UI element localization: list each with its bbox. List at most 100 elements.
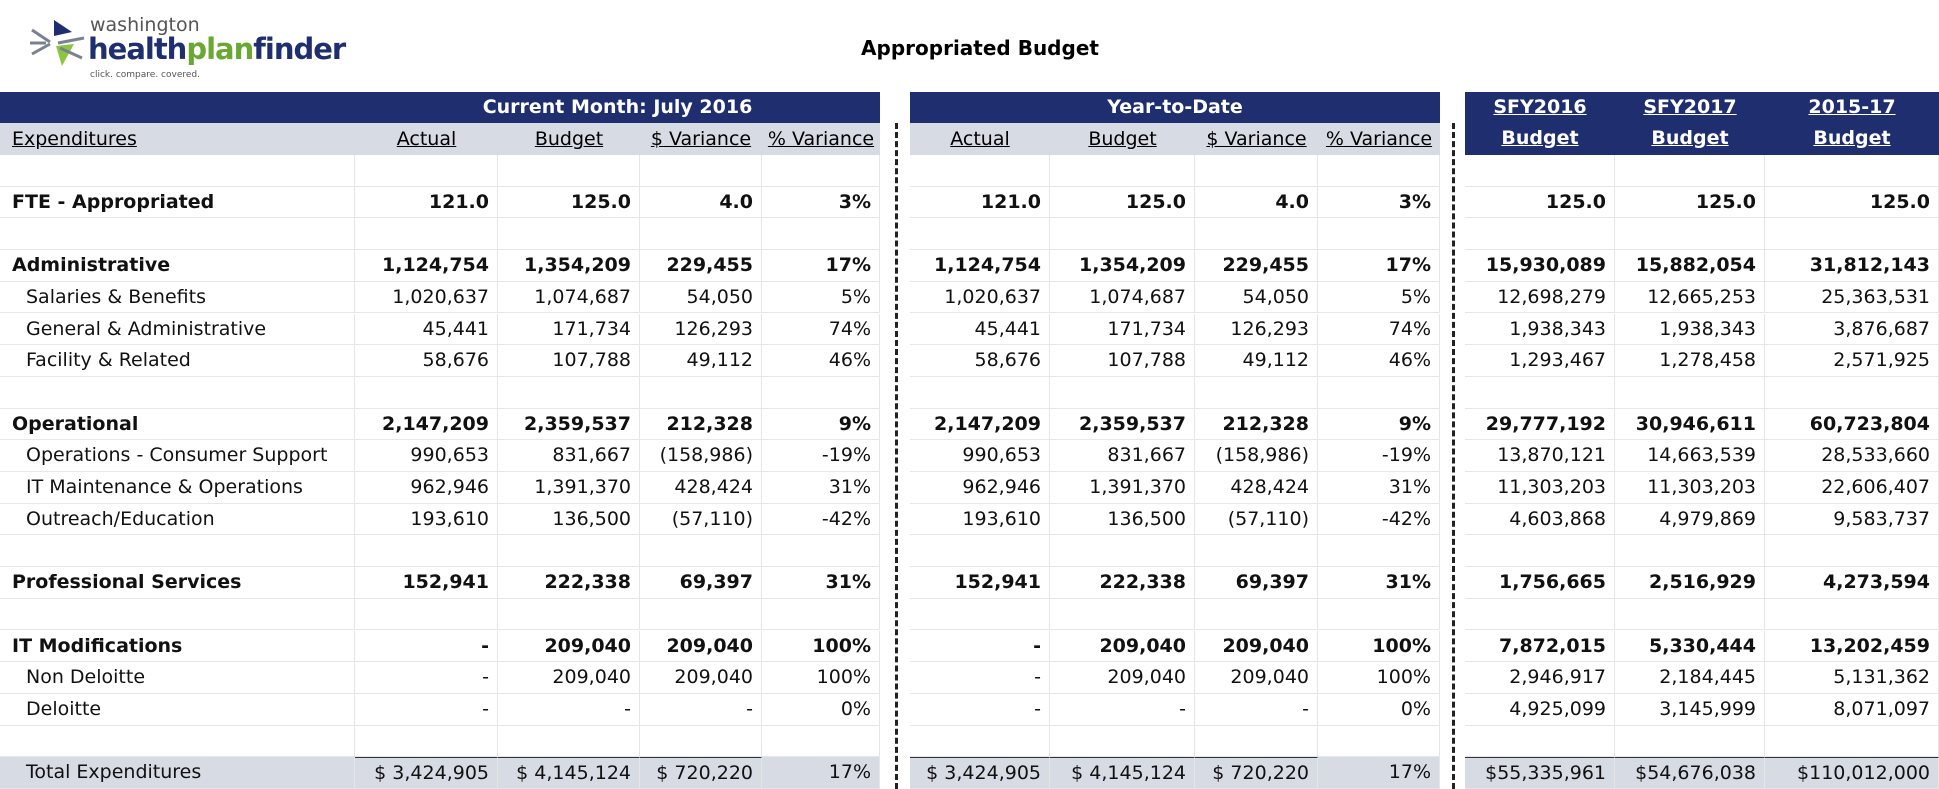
cell xyxy=(1615,598,1765,631)
cell: 54,050 xyxy=(640,281,762,314)
logo-icon xyxy=(30,20,85,66)
row-label: Deloitte xyxy=(0,693,355,726)
cell: 2,946,917 xyxy=(1465,662,1615,694)
cell: 1,391,370 xyxy=(1050,472,1195,504)
cell xyxy=(762,535,880,568)
column-header: 2015-17 xyxy=(1808,96,1896,118)
cell: 5% xyxy=(762,281,880,314)
separator xyxy=(895,123,898,789)
cell: 3% xyxy=(1318,186,1440,219)
row-label: Operations - Consumer Support xyxy=(0,440,355,472)
cell xyxy=(0,598,355,631)
cell: $110,012,000 xyxy=(1765,757,1939,789)
cell: -42% xyxy=(762,503,880,536)
cell: 1,074,687 xyxy=(1050,281,1195,314)
cell xyxy=(0,725,355,758)
cell xyxy=(1765,535,1939,568)
cell xyxy=(1050,218,1195,251)
cell: $ 4,145,124 xyxy=(498,757,640,789)
cell: 5,131,362 xyxy=(1765,662,1939,694)
cell: 49,112 xyxy=(640,345,762,377)
cell: 1,074,687 xyxy=(498,281,640,314)
cell: 136,500 xyxy=(1050,503,1195,536)
cell: 2,359,537 xyxy=(498,408,640,441)
cell: 25,363,531 xyxy=(1765,281,1939,314)
cell: 31% xyxy=(1318,472,1440,504)
cell: 212,328 xyxy=(1195,408,1318,441)
cell: $ 3,424,905 xyxy=(355,757,498,789)
cell: 49,112 xyxy=(1195,345,1318,377)
cell: 1,278,458 xyxy=(1615,345,1765,377)
cell: 0% xyxy=(762,693,880,726)
cell: 125.0 xyxy=(1050,186,1195,219)
cell: 46% xyxy=(762,345,880,377)
row-label: Professional Services xyxy=(0,567,355,599)
cell: 11,303,203 xyxy=(1465,472,1615,504)
cell: 831,667 xyxy=(498,440,640,472)
cell xyxy=(762,598,880,631)
cell xyxy=(1765,376,1939,409)
cell: (57,110) xyxy=(640,503,762,536)
cell: 9% xyxy=(762,408,880,441)
column-header: Budget xyxy=(534,128,604,150)
cell xyxy=(762,155,880,187)
column-header-band xyxy=(910,123,1440,155)
title: Appropriated Budget xyxy=(861,36,1099,60)
row-label: Administrative xyxy=(0,250,355,282)
cell xyxy=(498,598,640,631)
logo-name: healthplanfinder xyxy=(88,32,346,66)
cell: 209,040 xyxy=(640,662,762,694)
cell: 3% xyxy=(762,186,880,219)
cell: $ 4,145,124 xyxy=(1050,757,1195,789)
cell xyxy=(1195,218,1318,251)
cell: -19% xyxy=(762,440,880,472)
cell: 107,788 xyxy=(1050,345,1195,377)
cell xyxy=(762,218,880,251)
cell: (57,110) xyxy=(1195,503,1318,536)
cell: 1,124,754 xyxy=(910,250,1050,282)
cell xyxy=(1465,535,1615,568)
cell: 212,328 xyxy=(640,408,762,441)
cell: 13,870,121 xyxy=(1465,440,1615,472)
cell xyxy=(498,218,640,251)
cell: 2,147,209 xyxy=(910,408,1050,441)
cell: 12,665,253 xyxy=(1615,281,1765,314)
cell xyxy=(1318,155,1440,187)
cell: 962,946 xyxy=(355,472,498,504)
cell xyxy=(0,376,355,409)
cell xyxy=(1465,155,1615,187)
cell: $ 720,220 xyxy=(640,757,762,789)
cell xyxy=(1765,725,1939,758)
cell: 74% xyxy=(762,313,880,346)
cell xyxy=(1195,155,1318,187)
cell: -42% xyxy=(1318,503,1440,536)
cell xyxy=(1050,376,1195,409)
cell: 7,872,015 xyxy=(1465,630,1615,663)
cell xyxy=(1050,725,1195,758)
cell: 22,606,407 xyxy=(1765,472,1939,504)
cell xyxy=(1195,598,1318,631)
cell: 15,882,054 xyxy=(1615,250,1765,282)
cell: 171,734 xyxy=(1050,313,1195,346)
cell: 46% xyxy=(1318,345,1440,377)
cell: 69,397 xyxy=(1195,567,1318,599)
column-header: Actual xyxy=(396,128,457,150)
cell: (158,986) xyxy=(640,440,762,472)
cell: 31% xyxy=(1318,567,1440,599)
cell: - xyxy=(910,662,1050,694)
cell xyxy=(1465,725,1615,758)
cell xyxy=(1318,376,1440,409)
label-header: Expenditures xyxy=(0,123,355,155)
cell xyxy=(355,218,498,251)
cell: 100% xyxy=(762,630,880,663)
cell xyxy=(1195,535,1318,568)
cell: 58,676 xyxy=(910,345,1050,377)
cell: 13,202,459 xyxy=(1765,630,1939,663)
cell: 125.0 xyxy=(1615,186,1765,219)
cell xyxy=(762,376,880,409)
cell xyxy=(1615,535,1765,568)
column-header: SFY2017 xyxy=(1643,96,1737,118)
cell xyxy=(1765,598,1939,631)
cell: $54,676,038 xyxy=(1615,757,1765,789)
